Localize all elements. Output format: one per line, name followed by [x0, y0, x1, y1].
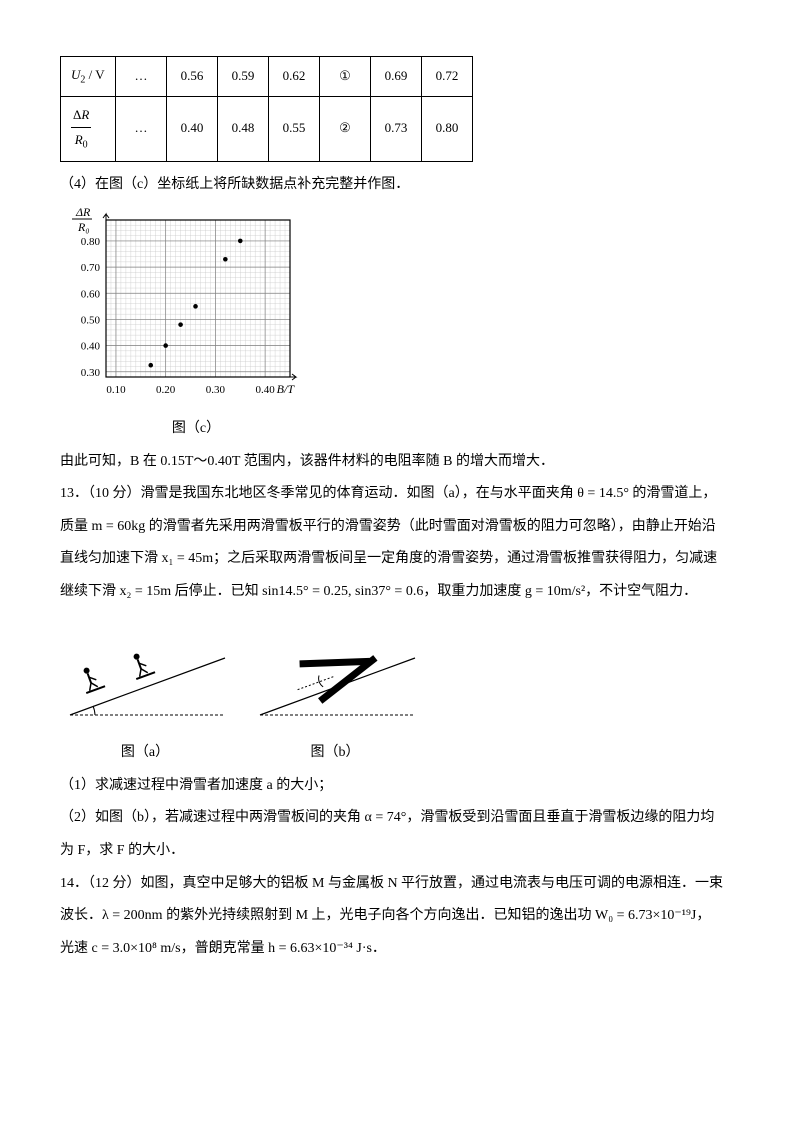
chart-c: 0.10 0.20 0.30 0.40 0.30 0.40 0.50 0.60 0.70 0.80…: [60, 206, 734, 412]
cell: 0.55: [269, 96, 320, 161]
cell: 0.56: [167, 57, 218, 97]
chart-caption: 图（c）: [96, 416, 296, 443]
svg-text:0.70: 0.70: [81, 263, 101, 275]
chart-svg: 0.10 0.20 0.30 0.40 0.30 0.40 0.50 0.60 0.70 0.80…: [60, 206, 300, 401]
svg-text:0.30: 0.30: [206, 384, 226, 396]
svg-text:0.40: 0.40: [256, 384, 276, 396]
row2-header: ΔRR0: [61, 96, 116, 161]
svg-text:0.10: 0.10: [106, 384, 126, 396]
figure-b-svg: [250, 620, 420, 730]
cell: 0.48: [218, 96, 269, 161]
cell: 0.69: [371, 57, 422, 97]
figure-a-caption: 图（a）: [60, 740, 230, 767]
data-table: U2 / V … 0.56 0.59 0.62 ① 0.69 0.72 ΔRR0…: [60, 56, 473, 162]
svg-text:0.50: 0.50: [81, 315, 101, 327]
q4-text: （4）在图（c）坐标纸上将所缺数据点补充完整并作图．: [60, 172, 734, 199]
row1-header: U2 / V: [61, 57, 116, 97]
svg-text:0.60: 0.60: [81, 289, 101, 301]
figure-b: 图（b）: [250, 620, 420, 767]
q13-sub1: （1）求减速过程中滑雪者加速度 a 的大小；: [60, 773, 734, 800]
figure-b-caption: 图（b）: [250, 740, 420, 767]
figure-a-svg: [60, 620, 230, 730]
q14-line: 波长．λ = 200nm 的紫外光持续照射到 M 上，光电子向各个方向逸出．已知…: [60, 903, 734, 930]
cell: 0.40: [167, 96, 218, 161]
cell: 0.72: [422, 57, 473, 97]
q13-line: 13．（10 分）滑雪是我国东北地区冬季常见的体育运动．如图（a），在与水平面夹…: [60, 481, 734, 508]
svg-text:B/T: B/T: [277, 382, 296, 396]
cell: ②: [320, 96, 371, 161]
q13-sub2: （2）如图（b），若减速过程中两滑雪板间的夹角 α = 74°，滑雪板受到沿雪面…: [60, 805, 734, 832]
q13-line: 直线匀加速下滑 x₁ = 45m；之后采取两滑雪板间呈一定角度的滑雪姿势，通过滑…: [60, 546, 734, 573]
svg-text:R₀: R₀: [77, 220, 90, 234]
q14-line: 14．（12 分）如图，真空中足够大的铝板 M 与金属板 N 平行放置，通过电流…: [60, 871, 734, 898]
svg-text:0.40: 0.40: [81, 341, 101, 353]
svg-text:0.30: 0.30: [81, 367, 101, 379]
cell: …: [116, 96, 167, 161]
q13-line: 继续下滑 x₂ = 15m 后停止．已知 sin14.5° = 0.25, si…: [60, 579, 734, 606]
svg-text:0.80: 0.80: [81, 236, 101, 248]
chart-conclusion: 由此可知，B 在 0.15T～0.40T 范围内，该器件材料的电阻率随 B 的增…: [60, 449, 734, 476]
cell: 0.59: [218, 57, 269, 97]
cell: 0.73: [371, 96, 422, 161]
svg-text:ΔR: ΔR: [75, 206, 91, 219]
cell: ①: [320, 57, 371, 97]
q14-line: 光速 c = 3.0×10⁸ m/s，普朗克常量 h = 6.63×10⁻³⁴ …: [60, 936, 734, 963]
svg-text:0.20: 0.20: [156, 384, 176, 396]
cell: 0.80: [422, 96, 473, 161]
q13-sub2b: 为 F，求 F 的大小．: [60, 838, 734, 865]
figures-row: 图（a） 图（b）: [60, 620, 734, 767]
cell: …: [116, 57, 167, 97]
q13-line: 质量 m = 60kg 的滑雪者先采用两滑雪板平行的滑雪姿势（此时雪面对滑雪板的…: [60, 514, 734, 541]
figure-a: 图（a）: [60, 620, 230, 767]
cell: 0.62: [269, 57, 320, 97]
